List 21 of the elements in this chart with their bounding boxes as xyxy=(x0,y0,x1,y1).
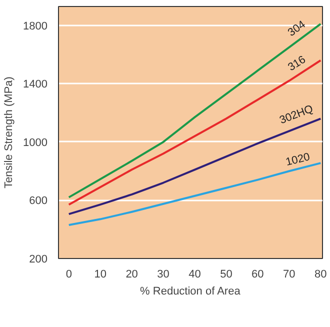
x-tick-label: 40 xyxy=(188,268,201,280)
x-tick-label: 10 xyxy=(94,268,106,280)
x-tick-label: 0 xyxy=(66,268,72,280)
x-axis-title: % Reduction of Area xyxy=(140,286,242,298)
text: 1020 xyxy=(284,151,312,169)
y-tick-label: 1400 xyxy=(23,78,48,91)
x-tick-label: 50 xyxy=(220,268,232,280)
y-axis-title: Tensile Strength (MPa) xyxy=(3,76,16,188)
y-tick-label: 1800 xyxy=(23,20,48,32)
text: 316 xyxy=(286,54,308,74)
x-tick-label: 60 xyxy=(252,268,264,280)
x-tick-label: 70 xyxy=(283,268,296,280)
y-tick-label: 200 xyxy=(29,254,48,266)
text: 302HQ xyxy=(278,102,316,127)
text: 304 xyxy=(286,18,308,40)
x-tick-label: 30 xyxy=(157,268,170,280)
y-tick-label: 1000 xyxy=(23,136,48,149)
x-tick-label: 80 xyxy=(314,268,327,280)
x-tick-label: 20 xyxy=(126,268,138,280)
y-tick-label: 600 xyxy=(29,195,48,208)
line-series xyxy=(68,22,322,198)
